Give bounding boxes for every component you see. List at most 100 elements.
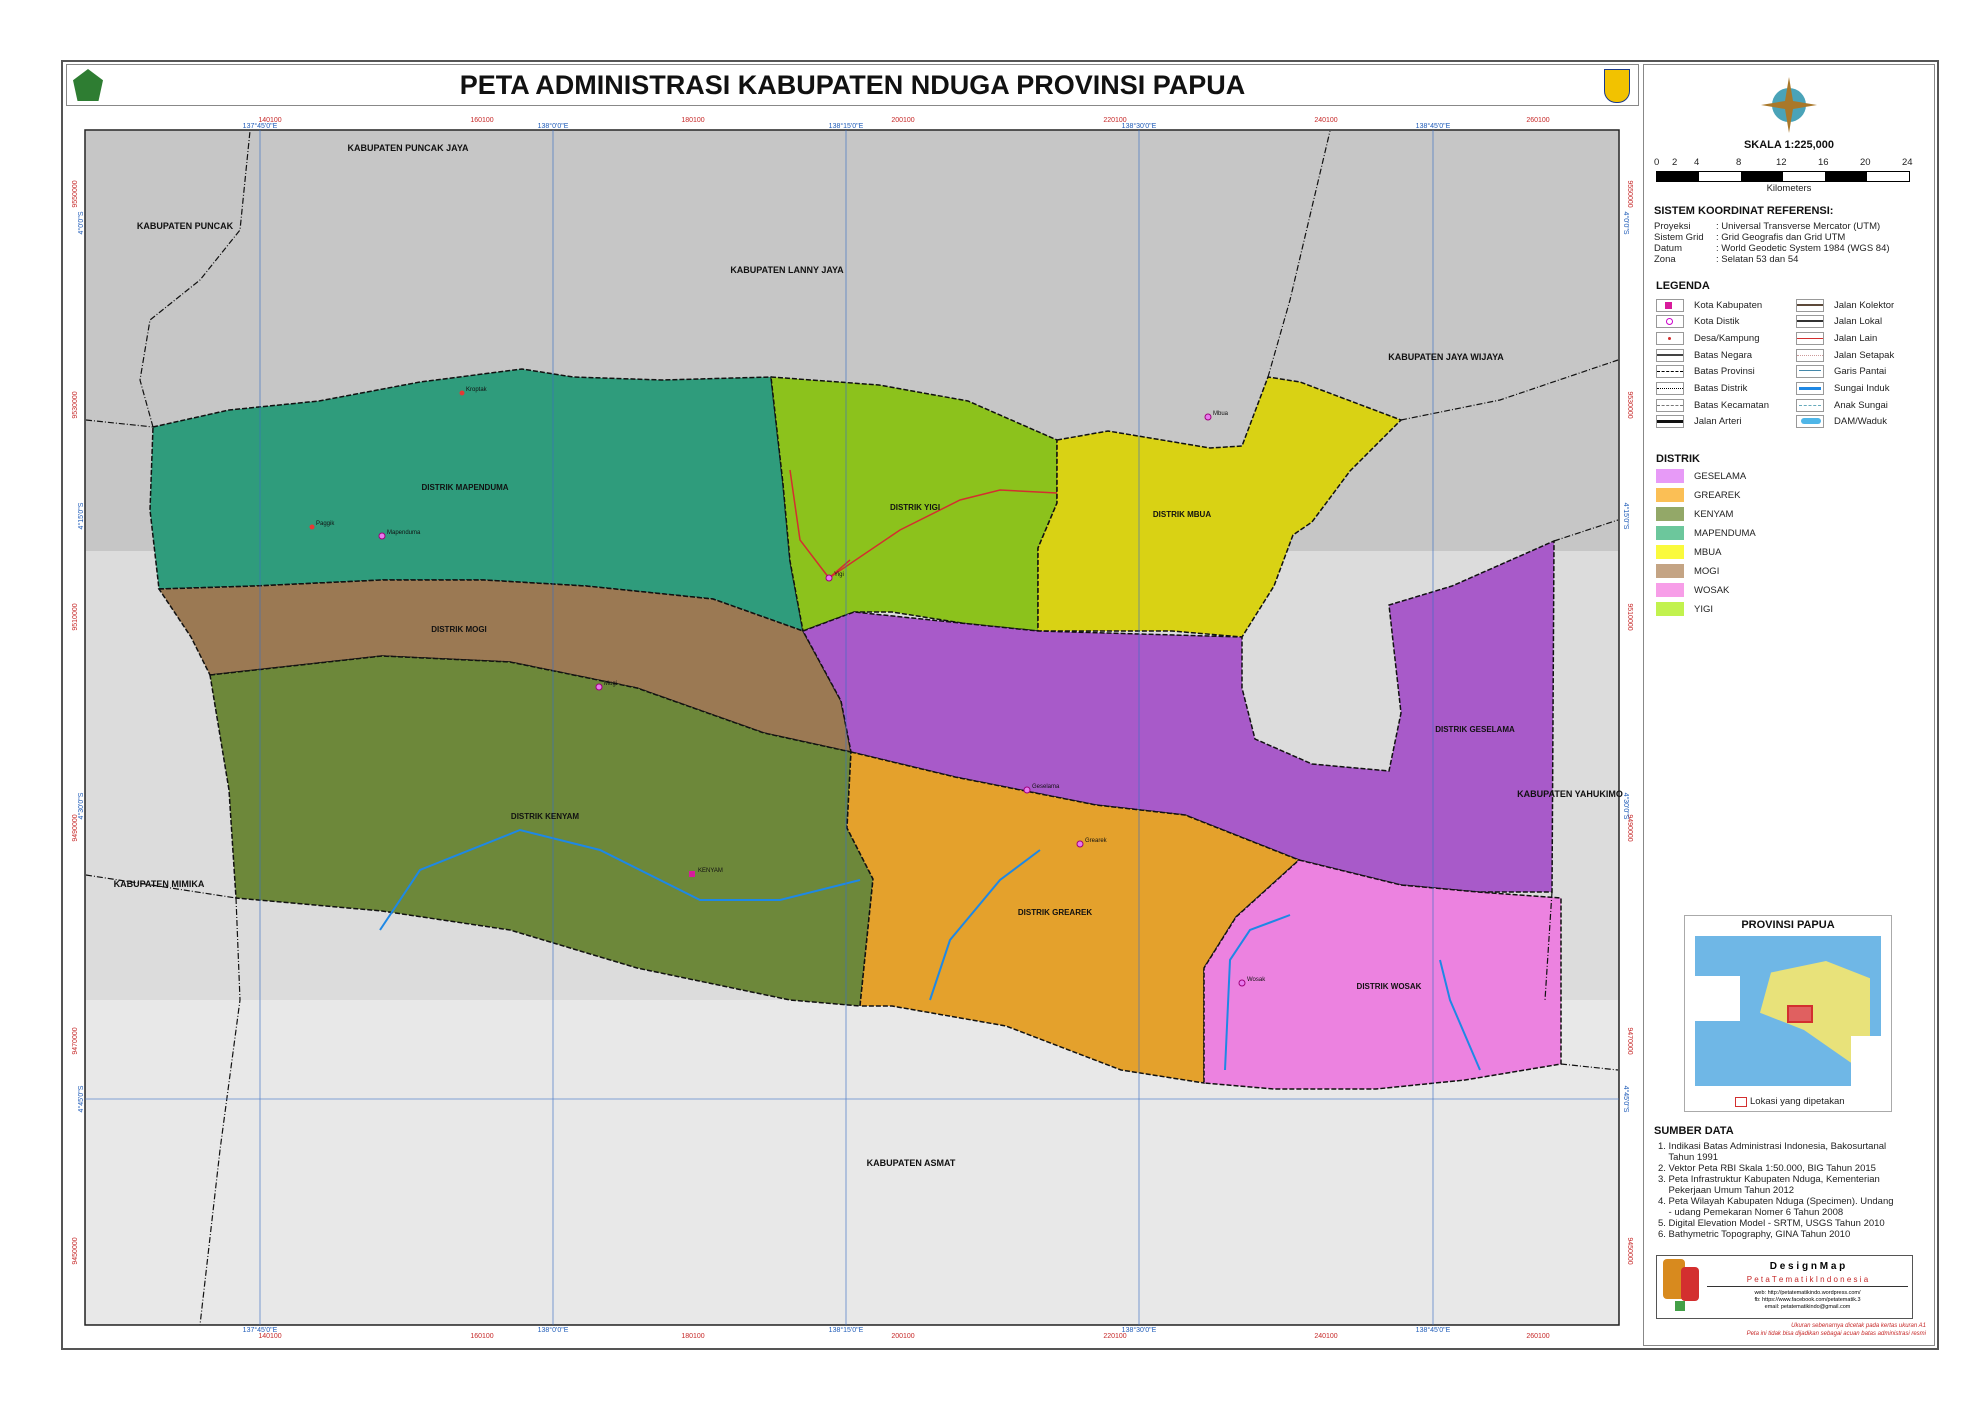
color-swatch [1656, 469, 1684, 483]
svg-text:Grearek: Grearek [1085, 838, 1108, 844]
label-geselama: DISTRIK GESELAMA [1435, 725, 1515, 734]
crs-table: Proyeksi: Universal Transverse Mercator … [1654, 221, 1890, 265]
distrik-legend-title: DISTRIK [1656, 453, 1700, 465]
distrik-legend-item: KENYAM [1656, 507, 1733, 521]
svg-text:137°45'0"E: 137°45'0"E [243, 1326, 278, 1334]
color-swatch [1656, 583, 1684, 597]
svg-text:140100: 140100 [258, 117, 281, 124]
legend-item: Kota Kabupaten [1656, 298, 1762, 312]
color-swatch [1656, 564, 1684, 578]
svg-text:220100: 220100 [1103, 117, 1126, 124]
source-line: - udang Pemekaran Nomer 6 Tahun 2008 [1658, 1207, 1844, 1218]
legend-item: Batas Distrik [1656, 382, 1747, 396]
line-dotted-symbol-icon [1796, 348, 1824, 362]
svg-text:138°15'0"E: 138°15'0"E [829, 122, 864, 130]
distrik-legend-item: MAPENDUMA [1656, 526, 1756, 540]
color-swatch [1656, 602, 1684, 616]
color-swatch [1656, 526, 1684, 540]
utm-y-labels: 9550000 9530000 9510000 9490000 9470000 … [72, 180, 1633, 1264]
svg-text:KABUPATEN MIMIKA: KABUPATEN MIMIKA [114, 879, 205, 889]
legend-item: DAM/Waduk [1796, 415, 1887, 429]
svg-text:138°30'0"E: 138°30'0"E [1122, 1326, 1157, 1334]
source-line: 5. Digital Elevation Model - SRTM, USGS … [1658, 1218, 1885, 1229]
svg-text:240100: 240100 [1314, 117, 1337, 124]
district-wosak[interactable] [1203, 859, 1562, 1090]
svg-text:9450000: 9450000 [72, 1237, 79, 1264]
distrik-legend-item: MOGI [1656, 564, 1719, 578]
legend-item: Desa/Kampung [1656, 331, 1759, 345]
legend-item: Batas Negara [1656, 348, 1752, 362]
main-map[interactable]: 140100 160100 180100 200100 220100 240100 2… [66, 108, 1641, 1343]
title-bar: PETA ADMINISTRASI KABUPATEN NDUGA PROVIN… [66, 64, 1639, 106]
svg-text:138°30'0"E: 138°30'0"E [1122, 122, 1157, 130]
distrik-legend-item: WOSAK [1656, 583, 1729, 597]
source-line: 3. Peta Infrastruktur Kabupaten Nduga, K… [1658, 1174, 1880, 1185]
svg-text:KABUPATEN LANNY JAYA: KABUPATEN LANNY JAYA [730, 265, 844, 275]
regency-boundaries [85, 130, 1619, 1326]
svg-text:9530000: 9530000 [72, 391, 79, 418]
legend-item: Sungai Induk [1796, 382, 1889, 396]
label-kenyam: DISTRIK KENYAM [511, 812, 579, 821]
line-black-symbol-icon [1656, 415, 1684, 429]
svg-text:Kroptak: Kroptak [466, 387, 488, 393]
svg-text:138°0'0"E: 138°0'0"E [538, 122, 569, 130]
svg-text:Paggik: Paggik [316, 521, 335, 527]
places: Kroptak Paggik Mapenduma Yigi Mbua Mugi … [309, 387, 1266, 987]
dash-dot2-symbol-icon [1656, 382, 1684, 395]
rivers [379, 828, 1481, 1071]
svg-text:9550000: 9550000 [1626, 180, 1633, 207]
map-title: PETA ADMINISTRASI KABUPATEN NDUGA PROVIN… [459, 70, 1246, 100]
svg-text:9550000: 9550000 [72, 180, 79, 207]
line-red-symbol-icon [1796, 331, 1824, 345]
sources-title: SUMBER DATA [1654, 1125, 1734, 1137]
inset-map: PROVINSI PAPUA Lokasi yang dipetakan [1684, 915, 1892, 1112]
svg-text:180100: 180100 [681, 117, 704, 124]
district-mbua[interactable] [1037, 376, 1403, 638]
source-line: Pekerjaan Umum Tahun 2012 [1658, 1185, 1795, 1196]
legend-item: Jalan Lokal [1796, 315, 1882, 329]
svg-text:4°30'0"S: 4°30'0"S [77, 792, 85, 819]
scale-bar: 0 2 4 8 12 16 20 24 [1654, 157, 1918, 187]
river-symbol-icon [1796, 382, 1824, 395]
svg-text:200100: 200100 [891, 117, 914, 124]
svg-text:138°45'0"E: 138°45'0"E [1416, 1326, 1451, 1334]
svg-text:137°45'0"E: 137°45'0"E [243, 122, 278, 130]
neighbor-labels: KABUPATEN PUNCAK JAYA KABUPATEN PUNCAK K… [114, 143, 1623, 1168]
crs-title: SISTEM KOORDINAT REFERENSI: [1654, 205, 1834, 217]
svg-text:220100: 220100 [1103, 1333, 1126, 1340]
designmap-credit: D e s i g n M a p P e t a T e m a t i k … [1656, 1255, 1913, 1319]
geo-y-labels: 4°0'0"S 4°15'0"S 4°30'0"S 4°45'0"S 4°0'0… [77, 211, 1630, 1113]
legend-title: LEGENDA [1656, 280, 1710, 292]
svg-text:KABUPATEN PUNCAK: KABUPATEN PUNCAK [137, 221, 234, 231]
svg-text:Mapenduma: Mapenduma [387, 530, 421, 536]
svg-text:Mugi: Mugi [604, 681, 617, 687]
distrik-legend-item: YIGI [1656, 602, 1713, 616]
map-sheet-frame [61, 60, 1939, 1350]
label-mbua: DISTRIK MBUA [1153, 510, 1211, 519]
label-mogi: DISTRIK MOGI [431, 625, 487, 634]
svg-text:4°0'0"S: 4°0'0"S [77, 211, 85, 234]
svg-text:9510000: 9510000 [72, 603, 79, 630]
label-yigi: DISTRIK YIGI [890, 503, 940, 512]
label-wosak: DISTRIK WOSAK [1357, 982, 1422, 991]
utm-x-labels: 140100 160100 180100 200100 220100 240100 2… [258, 117, 1549, 1340]
svg-text:138°45'0"E: 138°45'0"E [1416, 122, 1451, 130]
svg-text:9530000: 9530000 [1626, 391, 1633, 418]
line-dark-symbol-icon [1796, 315, 1824, 329]
svg-text:KABUPATEN JAYA WIJAYA: KABUPATEN JAYA WIJAYA [1388, 352, 1504, 362]
svg-text:KABUPATEN ASMAT: KABUPATEN ASMAT [867, 1158, 956, 1168]
svg-text:180100: 180100 [681, 1333, 704, 1340]
svg-text:260100: 260100 [1526, 1333, 1549, 1340]
svg-text:Wosak: Wosak [1247, 977, 1266, 983]
source-line: 2. Vektor Peta RBI Skala 1:50.000, BIG T… [1658, 1163, 1876, 1174]
legend-item: Jalan Kolektor [1796, 298, 1894, 312]
svg-text:9490000: 9490000 [1626, 814, 1633, 841]
district-geselama[interactable] [801, 539, 1555, 893]
legend-item: Jalan Arteri [1656, 415, 1742, 429]
inset-location-box [1787, 1005, 1813, 1023]
svg-text:9470000: 9470000 [1626, 1027, 1633, 1054]
source-line: 1. Indikasi Batas Administrasi Indonesia… [1658, 1141, 1887, 1152]
color-swatch [1656, 507, 1684, 521]
svg-text:138°15'0"E: 138°15'0"E [829, 1326, 864, 1334]
svg-text:Mbua: Mbua [1213, 411, 1229, 417]
